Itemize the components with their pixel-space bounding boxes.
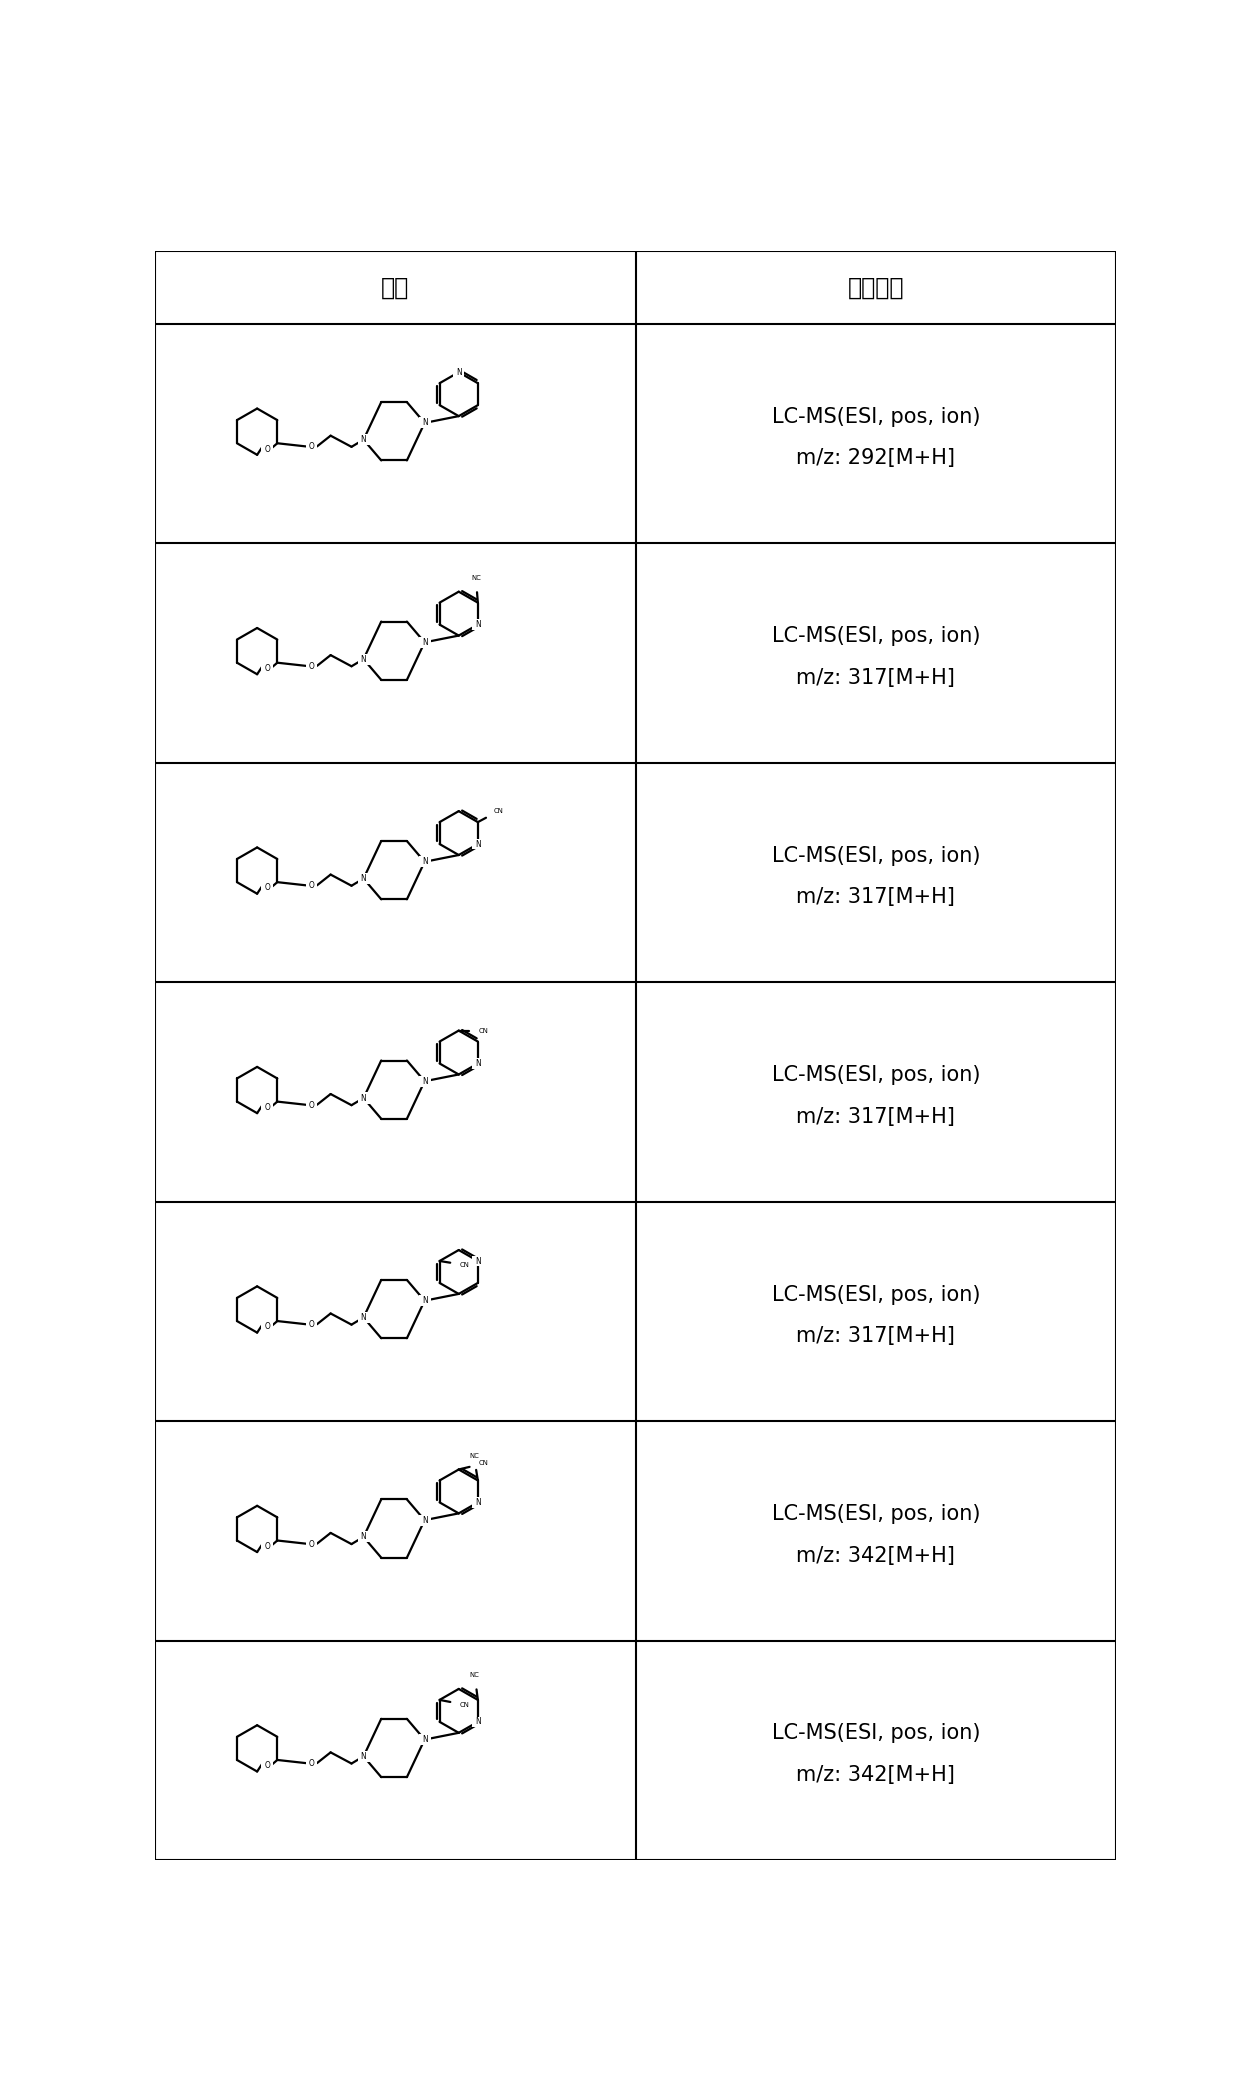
- FancyBboxPatch shape: [472, 1716, 484, 1726]
- FancyBboxPatch shape: [357, 1532, 370, 1542]
- FancyBboxPatch shape: [472, 619, 484, 629]
- Text: N: N: [361, 1532, 366, 1542]
- FancyBboxPatch shape: [419, 857, 430, 867]
- Text: O: O: [264, 1762, 270, 1770]
- FancyBboxPatch shape: [262, 663, 273, 675]
- FancyBboxPatch shape: [306, 441, 317, 451]
- Text: LC-MS(ESI, pos, ion): LC-MS(ESI, pos, ion): [771, 627, 980, 646]
- Text: N: N: [422, 1735, 428, 1743]
- Text: O: O: [264, 884, 270, 892]
- FancyBboxPatch shape: [453, 368, 464, 378]
- Text: N: N: [361, 435, 366, 445]
- Text: CN: CN: [479, 1461, 489, 1467]
- Text: 结构: 结构: [381, 276, 409, 299]
- FancyBboxPatch shape: [262, 882, 273, 895]
- Text: N: N: [475, 1499, 481, 1507]
- Text: N: N: [361, 1751, 366, 1762]
- Text: CN: CN: [479, 1028, 489, 1035]
- Text: N: N: [361, 1093, 366, 1104]
- FancyBboxPatch shape: [357, 874, 370, 884]
- Text: 结构数据: 结构数据: [847, 276, 904, 299]
- FancyBboxPatch shape: [306, 1758, 317, 1768]
- Text: N: N: [422, 1076, 428, 1085]
- FancyBboxPatch shape: [262, 1321, 273, 1333]
- Text: O: O: [264, 445, 270, 454]
- Text: CN: CN: [460, 1701, 470, 1708]
- FancyBboxPatch shape: [419, 418, 430, 428]
- Text: O: O: [264, 1542, 270, 1551]
- Text: N: N: [456, 368, 461, 376]
- FancyBboxPatch shape: [306, 660, 317, 671]
- Text: O: O: [264, 1104, 270, 1112]
- Text: LC-MS(ESI, pos, ion): LC-MS(ESI, pos, ion): [771, 1285, 980, 1304]
- Text: CN: CN: [494, 809, 503, 813]
- Text: N: N: [475, 1060, 481, 1068]
- FancyBboxPatch shape: [419, 637, 430, 648]
- FancyBboxPatch shape: [472, 1256, 484, 1267]
- Text: m/z: 292[M+H]: m/z: 292[M+H]: [796, 449, 955, 468]
- FancyBboxPatch shape: [419, 1515, 430, 1526]
- Text: N: N: [361, 874, 366, 884]
- FancyBboxPatch shape: [357, 1313, 370, 1323]
- Text: N: N: [361, 1313, 366, 1323]
- Text: CN: CN: [460, 1262, 470, 1269]
- Text: m/z: 317[M+H]: m/z: 317[M+H]: [796, 888, 955, 907]
- Text: N: N: [475, 840, 481, 849]
- Text: LC-MS(ESI, pos, ion): LC-MS(ESI, pos, ion): [771, 1505, 980, 1524]
- Text: O: O: [309, 1321, 314, 1329]
- Text: m/z: 317[M+H]: m/z: 317[M+H]: [796, 669, 955, 688]
- FancyBboxPatch shape: [419, 1735, 430, 1745]
- FancyBboxPatch shape: [419, 1076, 430, 1087]
- FancyBboxPatch shape: [357, 654, 370, 665]
- Text: LC-MS(ESI, pos, ion): LC-MS(ESI, pos, ion): [771, 846, 980, 865]
- FancyBboxPatch shape: [472, 1496, 484, 1507]
- Text: O: O: [309, 1540, 314, 1549]
- Text: m/z: 342[M+H]: m/z: 342[M+H]: [796, 1547, 955, 1565]
- Text: N: N: [361, 654, 366, 665]
- Text: O: O: [309, 443, 314, 451]
- Text: NC: NC: [471, 575, 481, 581]
- FancyBboxPatch shape: [306, 1319, 317, 1329]
- Text: LC-MS(ESI, pos, ion): LC-MS(ESI, pos, ion): [771, 408, 980, 426]
- Text: N: N: [422, 1296, 428, 1304]
- Text: O: O: [309, 1101, 314, 1110]
- Text: N: N: [475, 621, 481, 629]
- FancyBboxPatch shape: [306, 880, 317, 890]
- Text: N: N: [422, 857, 428, 865]
- Text: m/z: 342[M+H]: m/z: 342[M+H]: [796, 1766, 955, 1785]
- FancyBboxPatch shape: [419, 1296, 430, 1306]
- Text: O: O: [309, 663, 314, 671]
- FancyBboxPatch shape: [357, 435, 370, 445]
- Text: LC-MS(ESI, pos, ion): LC-MS(ESI, pos, ion): [771, 1066, 980, 1085]
- FancyBboxPatch shape: [357, 1093, 370, 1104]
- Text: NC: NC: [470, 1672, 480, 1678]
- FancyBboxPatch shape: [262, 443, 273, 456]
- Text: O: O: [309, 882, 314, 890]
- Text: N: N: [422, 418, 428, 426]
- Text: N: N: [422, 637, 428, 646]
- FancyBboxPatch shape: [262, 1540, 273, 1553]
- Text: O: O: [309, 1760, 314, 1768]
- Text: LC-MS(ESI, pos, ion): LC-MS(ESI, pos, ion): [771, 1724, 980, 1743]
- Text: m/z: 317[M+H]: m/z: 317[M+H]: [796, 1108, 955, 1127]
- FancyBboxPatch shape: [306, 1538, 317, 1549]
- FancyBboxPatch shape: [472, 1058, 484, 1068]
- Text: O: O: [264, 1323, 270, 1331]
- Text: N: N: [422, 1515, 428, 1524]
- Text: m/z: 317[M+H]: m/z: 317[M+H]: [796, 1327, 955, 1346]
- FancyBboxPatch shape: [262, 1101, 273, 1114]
- Text: NC: NC: [469, 1453, 479, 1459]
- FancyBboxPatch shape: [357, 1751, 370, 1762]
- Text: O: O: [264, 665, 270, 673]
- Text: N: N: [475, 1718, 481, 1726]
- FancyBboxPatch shape: [262, 1760, 273, 1772]
- FancyBboxPatch shape: [306, 1099, 317, 1110]
- Text: N: N: [475, 1256, 481, 1267]
- FancyBboxPatch shape: [472, 838, 484, 849]
